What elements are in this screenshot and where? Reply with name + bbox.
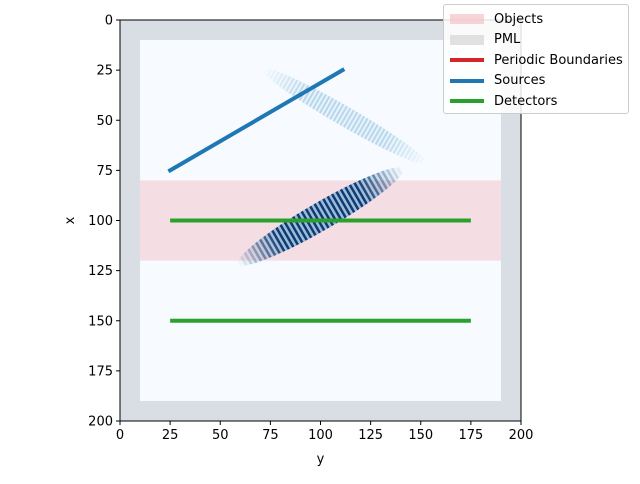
legend-entry: Detectors bbox=[450, 91, 557, 111]
legend-label: PML bbox=[494, 32, 521, 47]
x-tick-label: 100 bbox=[308, 428, 333, 443]
legend-swatch bbox=[450, 14, 484, 24]
y-tick-label: 150 bbox=[88, 314, 113, 329]
y-tick-label: 75 bbox=[96, 164, 113, 179]
x-tick-label: 175 bbox=[458, 428, 483, 443]
y-tick-label: 50 bbox=[96, 114, 113, 129]
legend-label: Periodic Boundaries bbox=[494, 52, 623, 68]
pml-left bbox=[120, 40, 141, 401]
x-tick-label: 0 bbox=[116, 428, 124, 443]
legend-label: Detectors bbox=[494, 93, 558, 109]
legend-swatch bbox=[450, 78, 484, 83]
y-tick-label: 0 bbox=[105, 14, 113, 29]
y-tick-label: 175 bbox=[88, 364, 113, 379]
x-tick-label: 75 bbox=[262, 428, 279, 443]
y-tick-label: 125 bbox=[88, 264, 113, 279]
pml-bottom bbox=[120, 400, 521, 421]
wave-packet-field bbox=[237, 167, 404, 266]
legend-label: Objects bbox=[494, 11, 544, 27]
legend-swatch bbox=[450, 99, 484, 103]
legend-entry: Sources bbox=[450, 71, 545, 91]
pml-region bbox=[120, 20, 521, 421]
x-tick-label: 25 bbox=[162, 428, 179, 443]
pml-top bbox=[120, 20, 521, 41]
legend-label: Sources bbox=[494, 73, 546, 88]
x-tick-label: 50 bbox=[212, 428, 229, 443]
source-line bbox=[167, 67, 346, 174]
x-axis-label: y bbox=[317, 452, 325, 467]
legend-entry: Objects bbox=[450, 9, 543, 29]
legend-entry: PML bbox=[450, 30, 520, 50]
y-tick-label: 25 bbox=[96, 64, 113, 79]
legend-entry: Periodic Boundaries bbox=[450, 50, 623, 70]
x-tick-label: 200 bbox=[509, 428, 534, 443]
x-tick-label: 125 bbox=[358, 428, 383, 443]
y-tick-label: 200 bbox=[88, 415, 113, 430]
pml-right bbox=[500, 40, 521, 401]
legend-swatch bbox=[450, 58, 484, 62]
legend: Objects PML Periodic Boundaries Sources Dete… bbox=[443, 4, 629, 114]
x-tick-label: 150 bbox=[408, 428, 433, 443]
wave-packet bbox=[237, 167, 404, 266]
axes: 0 25 50 75 100 125 150 175 200025507510012515017… bbox=[63, 14, 533, 468]
y-axis-label: x bbox=[63, 216, 78, 224]
legend-swatch bbox=[450, 34, 484, 45]
y-tick-label: 100 bbox=[88, 214, 113, 229]
